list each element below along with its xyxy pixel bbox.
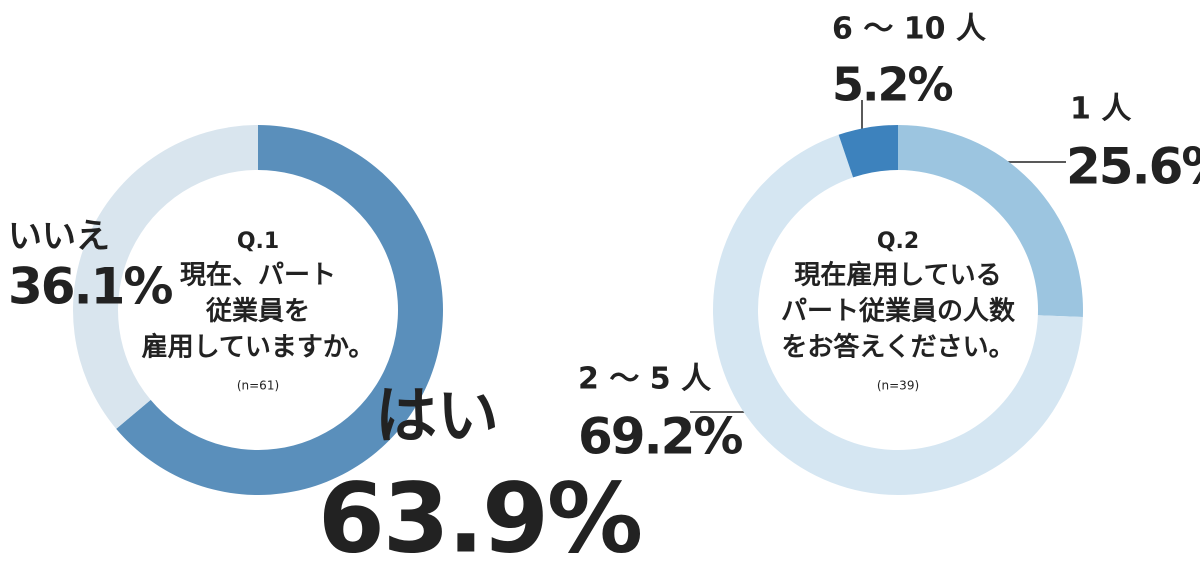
chart-title: をお答えください。: [781, 332, 1014, 363]
sample-note: (n=39): [877, 379, 919, 393]
chart-heading: Q.1: [237, 229, 279, 254]
category-label: 6 ～ 10 人: [832, 12, 986, 47]
chart-title: パート従業員の人数: [781, 297, 1016, 327]
value-label: 25.6%: [1066, 138, 1200, 196]
category-label: 1 人: [1070, 92, 1131, 127]
value-label: 36.1%: [8, 258, 172, 316]
donut-slice: [116, 125, 443, 495]
sample-note: (n=61): [237, 379, 279, 393]
donut-slice: [73, 124, 259, 429]
category-label: いいえ: [8, 217, 110, 257]
chart-title: 従業員を: [205, 297, 310, 327]
chart-title: 現在雇用している: [794, 260, 1001, 291]
chart-heading: Q.2: [877, 229, 919, 254]
value-label: 69.2%: [578, 408, 742, 466]
chart-title: 現在、パート: [180, 261, 336, 291]
value-label: 63.9%: [318, 462, 641, 574]
chart-title: 雇用していますか。: [142, 332, 375, 363]
donut-slice: [838, 125, 898, 178]
donut-slice: [898, 125, 1083, 317]
value-label: 5.2%: [832, 58, 952, 112]
category-label: はい: [375, 379, 499, 452]
category-label: 2 ～ 5 人: [578, 362, 711, 397]
